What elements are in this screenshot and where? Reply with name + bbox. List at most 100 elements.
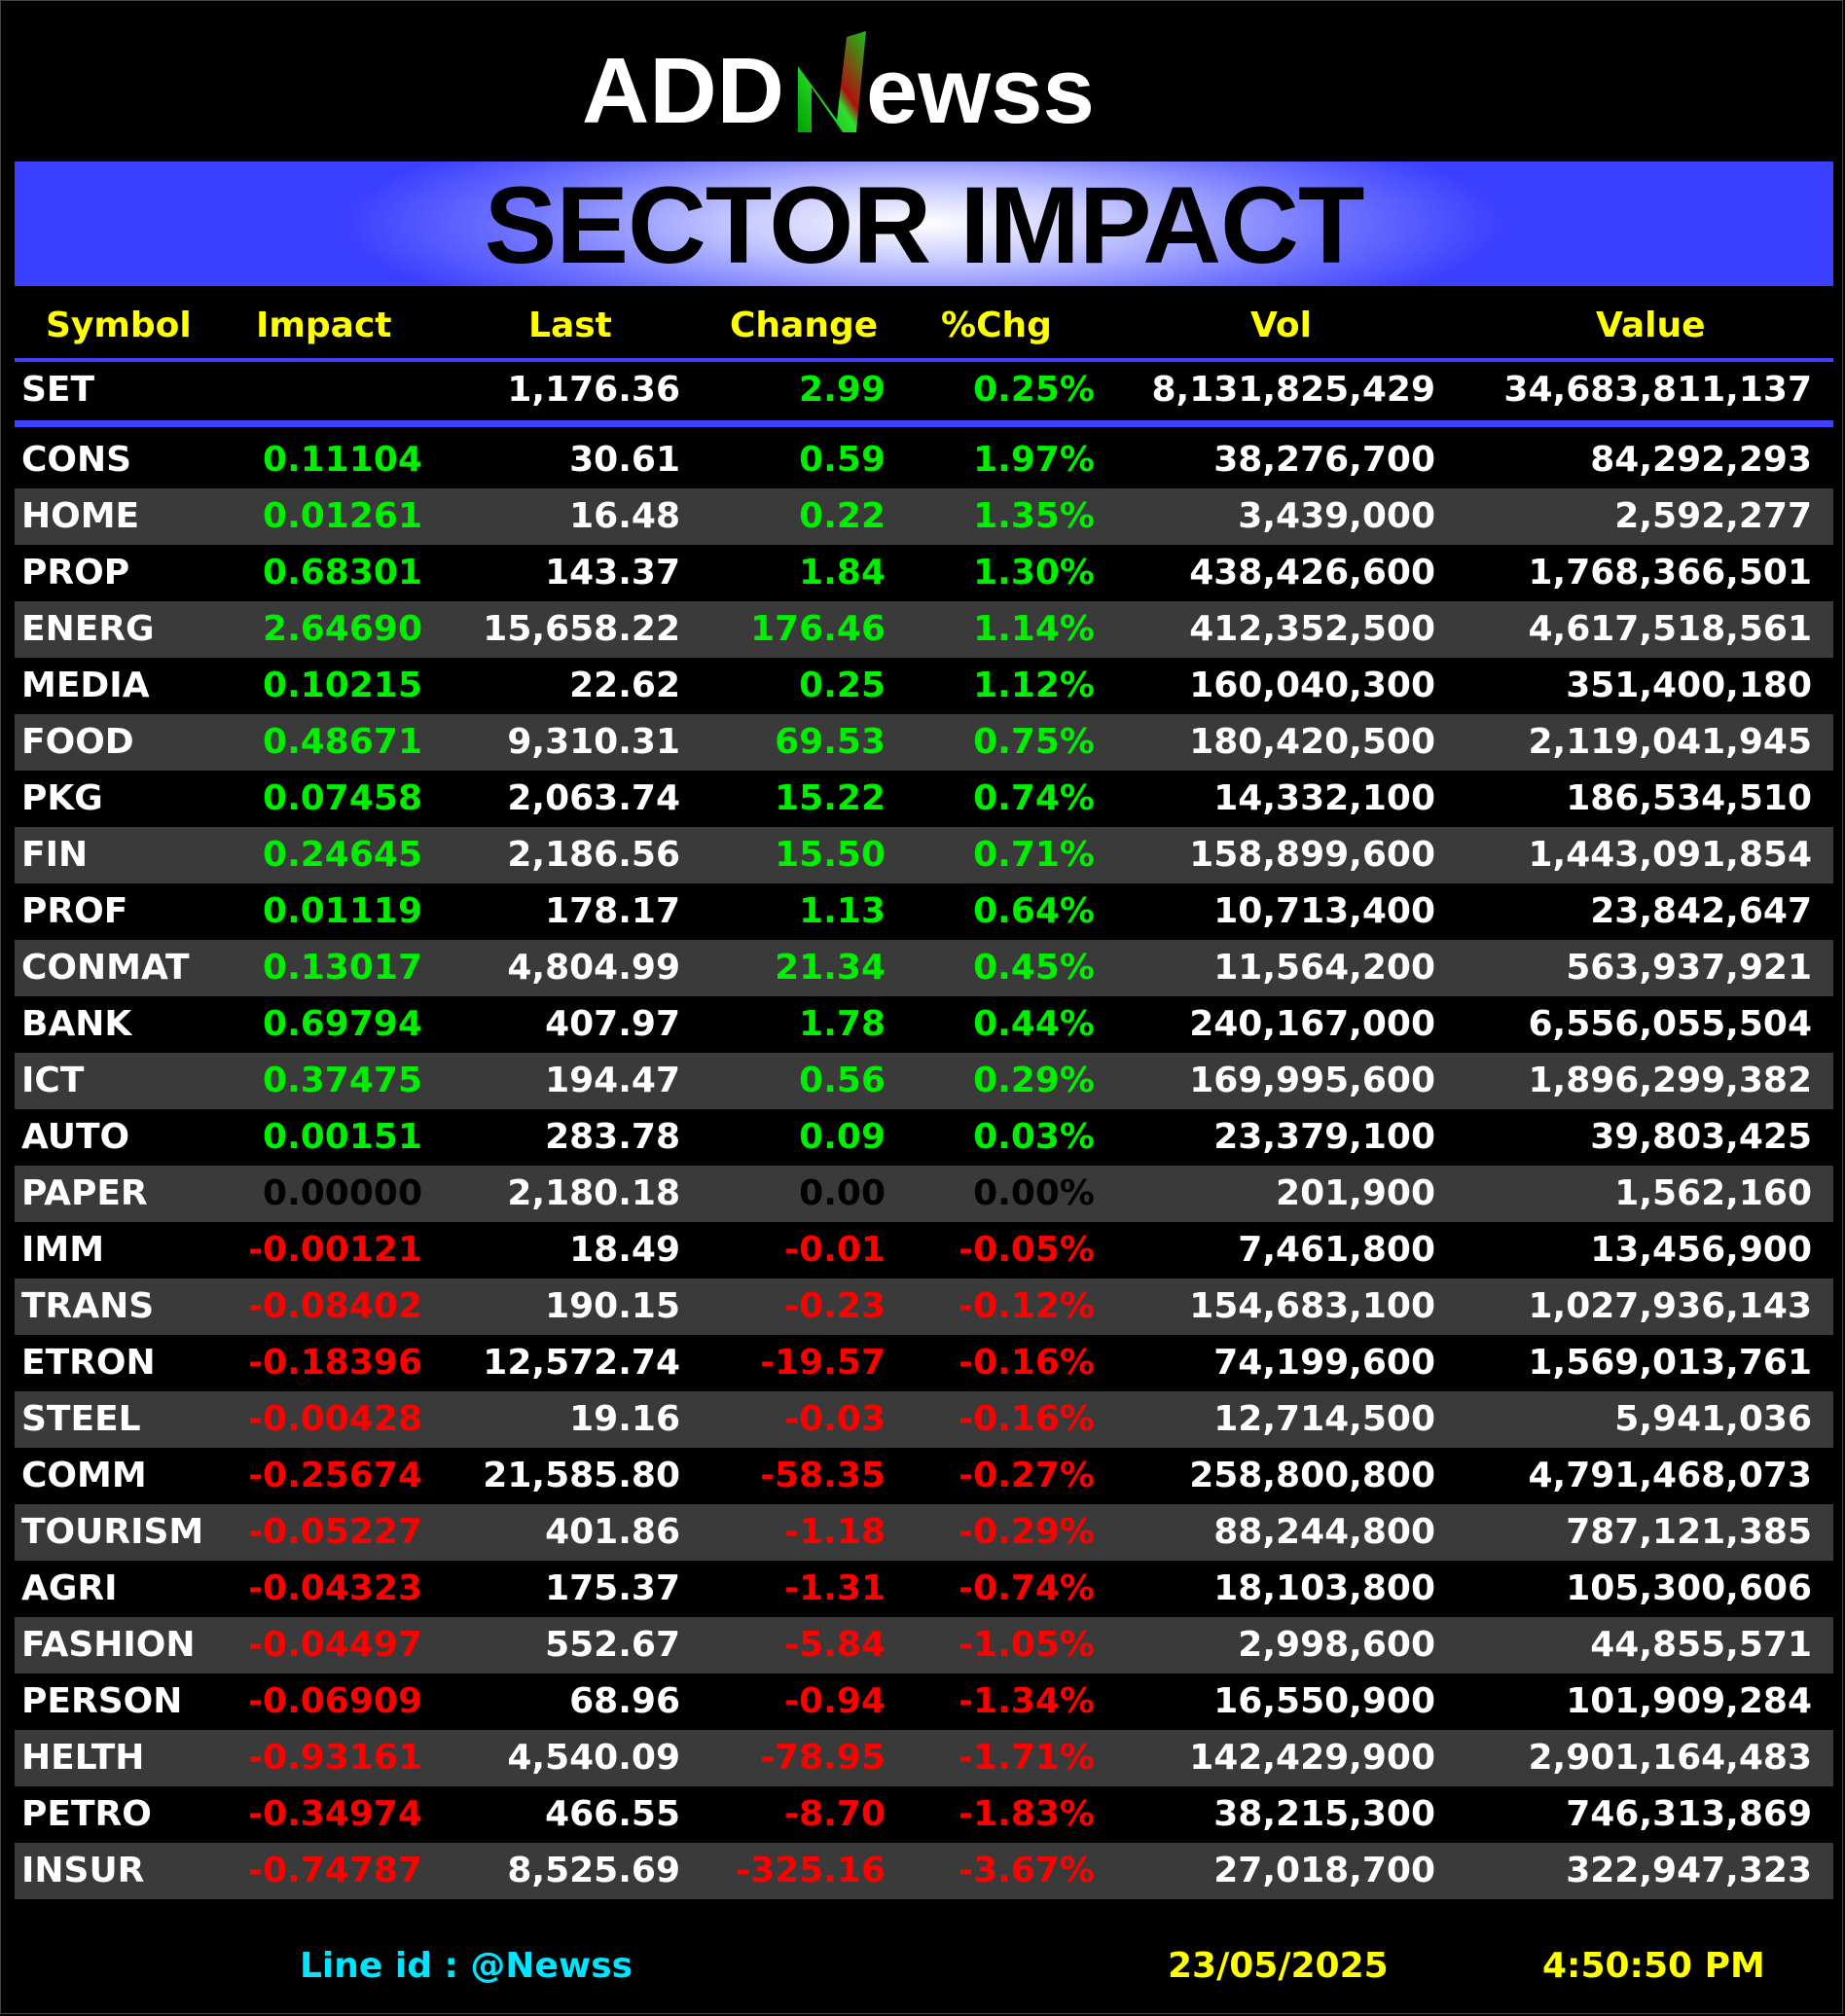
sector-vol: 169,995,600: [1189, 1061, 1435, 1100]
sector-symbol: PETRO: [21, 1794, 152, 1834]
sector-value: 4,617,518,561: [1528, 609, 1812, 649]
table-row: FASHION -0.04497 552.67 -5.84 -1.05% 2,998,60…: [15, 1617, 1833, 1674]
sector-change: 1.84: [799, 553, 886, 593]
sector-vol: 412,352,500: [1189, 609, 1435, 649]
sector-value: 39,803,425: [1590, 1117, 1812, 1157]
sector-impact: 2.64690: [263, 609, 422, 649]
sector-rows: CONS 0.11104 30.61 0.59 1.97% 38,276,700 84,29…: [15, 432, 1833, 1899]
sector-symbol: HOME: [21, 496, 140, 536]
sector-pct-change: -0.12%: [959, 1286, 1095, 1326]
sector-impact: 0.07458: [263, 778, 422, 818]
sector-impact: -0.18396: [248, 1343, 422, 1383]
sector-change: 0.00: [799, 1173, 886, 1213]
sector-table: Symbol Impact Last Change %Chg Vol Value…: [15, 298, 1833, 1899]
addnewss-logo: ADD ewss: [582, 31, 1095, 142]
sector-value: 84,292,293: [1590, 440, 1812, 480]
sector-last: 18.49: [569, 1230, 680, 1270]
table-row: FIN 0.24645 2,186.56 15.50 0.71% 158,899,600 1…: [15, 827, 1833, 883]
set-value: 34,683,811,137: [1503, 370, 1812, 410]
sector-vol: 12,714,500: [1213, 1399, 1435, 1439]
sector-pct-change: 0.29%: [973, 1061, 1095, 1100]
sector-change: -325.16: [736, 1851, 886, 1890]
table-row: PAPER 0.00000 2,180.18 0.00 0.00% 201,900 1,56…: [15, 1166, 1833, 1222]
sector-value: 322,947,323: [1566, 1851, 1812, 1890]
table-row: PROF 0.01119 178.17 1.13 0.64% 10,713,400 23,8…: [15, 883, 1833, 940]
sector-impact: -0.04323: [248, 1568, 422, 1608]
set-change: 2.99: [799, 370, 886, 410]
sector-vol: 38,215,300: [1213, 1794, 1435, 1834]
sector-symbol: TRANS: [21, 1286, 155, 1326]
sector-value: 6,556,055,504: [1528, 1004, 1812, 1044]
sector-pct-change: -0.29%: [959, 1512, 1095, 1552]
sector-symbol: AUTO: [21, 1117, 130, 1157]
sector-symbol: TOURISM: [21, 1512, 204, 1552]
table-row: ICT 0.37475 194.47 0.56 0.29% 169,995,600 1,89…: [15, 1053, 1833, 1109]
sector-impact: 0.24645: [263, 835, 422, 875]
sector-symbol: INSUR: [21, 1851, 145, 1890]
table-row: MEDIA 0.10215 22.62 0.25 1.12% 160,040,300 351…: [15, 658, 1833, 714]
sector-value: 351,400,180: [1566, 666, 1812, 705]
sector-last: 19.16: [569, 1399, 680, 1439]
table-row: ETRON -0.18396 12,572.74 -19.57 -0.16% 74,199…: [15, 1335, 1833, 1391]
sector-vol: 258,800,800: [1189, 1456, 1435, 1495]
sector-pct-change: -3.67%: [959, 1851, 1095, 1890]
sector-symbol: BANK: [21, 1004, 132, 1044]
sector-symbol: COMM: [21, 1456, 147, 1495]
sector-value: 1,569,013,761: [1528, 1343, 1812, 1383]
sector-last: 68.96: [569, 1681, 680, 1721]
sector-vol: 2,998,600: [1238, 1625, 1435, 1665]
table-row: HOME 0.01261 16.48 0.22 1.35% 3,439,000 2,592,…: [15, 488, 1833, 545]
sector-symbol: CONS: [21, 440, 132, 480]
sector-impact: 0.01261: [263, 496, 422, 536]
table-row: BANK 0.69794 407.97 1.78 0.44% 240,167,000 6,5…: [15, 996, 1833, 1053]
sector-pct-change: -0.16%: [959, 1343, 1095, 1383]
sector-last: 2,186.56: [507, 835, 680, 875]
sector-vol: 142,429,900: [1189, 1738, 1435, 1778]
table-row: PETRO -0.34974 466.55 -8.70 -1.83% 38,215,300…: [15, 1786, 1833, 1843]
sector-pct-change: -0.16%: [959, 1399, 1095, 1439]
sector-value: 1,768,366,501: [1528, 553, 1812, 593]
set-symbol: SET: [21, 370, 95, 410]
table-row: CONS 0.11104 30.61 0.59 1.97% 38,276,700 84,29…: [15, 432, 1833, 488]
sector-value: 44,855,571: [1590, 1625, 1812, 1665]
sector-vol: 180,420,500: [1189, 722, 1435, 762]
logo-text-left: ADD: [582, 39, 784, 142]
sector-impact: -0.74787: [248, 1851, 422, 1890]
sector-change: 176.46: [750, 609, 886, 649]
sector-pct-change: 1.30%: [973, 553, 1095, 593]
header-divider: [15, 358, 1833, 362]
sector-last: 190.15: [545, 1286, 680, 1326]
sector-value: 2,119,041,945: [1528, 722, 1812, 762]
set-divider: [15, 420, 1833, 427]
sector-impact: -0.25674: [248, 1456, 422, 1495]
sector-change: 21.34: [775, 948, 886, 988]
sector-vol: 201,900: [1276, 1173, 1435, 1213]
sector-change: 0.25: [799, 666, 886, 705]
sector-vol: 7,461,800: [1238, 1230, 1435, 1270]
sector-pct-change: 0.03%: [973, 1117, 1095, 1157]
table-header: Symbol Impact Last Change %Chg Vol Value: [15, 298, 1833, 354]
footer-date: 23/05/2025: [1168, 1946, 1389, 1986]
sector-last: 16.48: [569, 496, 680, 536]
sector-impact: 0.37475: [263, 1061, 422, 1100]
sector-last: 194.47: [545, 1061, 680, 1100]
table-row: HELTH -0.93161 4,540.09 -78.95 -1.71% 142,429…: [15, 1730, 1833, 1786]
sector-vol: 74,199,600: [1213, 1343, 1435, 1383]
sector-change: -19.57: [760, 1343, 886, 1383]
set-index-row: SET 1,176.36 2.99 0.25% 8,131,825,429 34…: [15, 362, 1833, 416]
sector-pct-change: 0.45%: [973, 948, 1095, 988]
sector-vol: 27,018,700: [1213, 1851, 1435, 1890]
table-row: INSUR -0.74787 8,525.69 -325.16 -3.67% 27,018…: [15, 1843, 1833, 1899]
sector-pct-change: -0.74%: [959, 1568, 1095, 1608]
table-row: IMM -0.00121 18.49 -0.01 -0.05% 7,461,800 13,4…: [15, 1222, 1833, 1278]
header-symbol: Symbol: [46, 306, 192, 345]
table-row: COMM -0.25674 21,585.80 -58.35 -0.27% 258,800…: [15, 1448, 1833, 1504]
table-row: PROP 0.68301 143.37 1.84 1.30% 438,426,600 1,7…: [15, 545, 1833, 601]
sector-symbol: PERSON: [21, 1681, 183, 1721]
sector-symbol: IMM: [21, 1230, 105, 1270]
sector-value: 1,562,160: [1614, 1173, 1812, 1213]
sector-pct-change: -1.05%: [959, 1625, 1095, 1665]
sector-change: 1.13: [799, 891, 886, 931]
sector-impact: -0.04497: [248, 1625, 422, 1665]
sector-pct-change: -1.83%: [959, 1794, 1095, 1834]
